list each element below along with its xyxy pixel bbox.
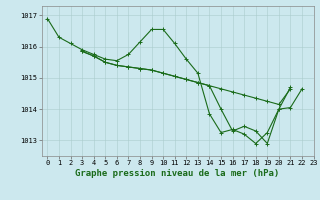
X-axis label: Graphe pression niveau de la mer (hPa): Graphe pression niveau de la mer (hPa): [76, 169, 280, 178]
